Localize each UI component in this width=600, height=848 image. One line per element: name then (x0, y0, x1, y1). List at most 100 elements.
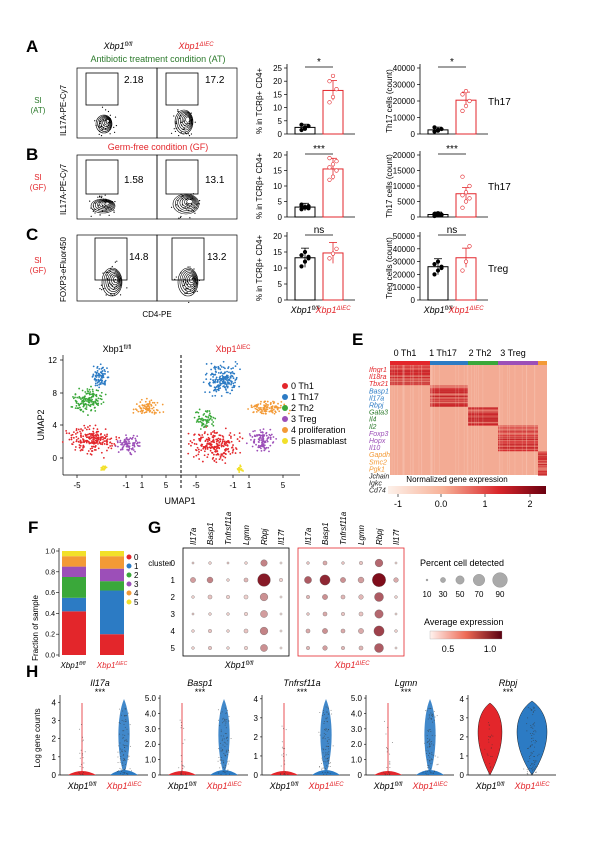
violin-3-jitter (428, 708, 430, 710)
heatmap-hot-line (538, 471, 547, 473)
violin-4-jitter (486, 753, 488, 755)
violin-1-jitter (225, 749, 227, 751)
heatmap-stripe (474, 365, 475, 475)
violin-4-jitter (523, 768, 525, 770)
contour-dot (110, 294, 112, 296)
umap-point (97, 397, 100, 400)
heatmap-stripe (421, 365, 423, 475)
contour-dot (177, 127, 179, 129)
contour-dot (192, 277, 194, 279)
umap-point (225, 377, 227, 380)
violin-2-jitter (328, 762, 330, 764)
contour-dot (104, 128, 107, 130)
umap-point (252, 430, 255, 433)
umap-point (214, 386, 217, 389)
violin-4-jitter (490, 747, 492, 749)
violin-3-jitter (425, 772, 427, 774)
dotplot-dot-wt (208, 561, 212, 565)
violin-1-jitter (225, 721, 227, 723)
umap-point (89, 435, 92, 437)
umap-point (91, 445, 93, 448)
umap-point (224, 452, 227, 455)
umap-point (94, 434, 97, 436)
violin-4-jitter (526, 771, 528, 773)
heatmap-hot-line (430, 395, 468, 397)
violin-1-jitter (227, 761, 229, 763)
umap-point (212, 424, 215, 427)
contour-dot (184, 132, 186, 134)
violin-3-violin-ko-body (424, 699, 436, 775)
violin-0-jitter (124, 750, 126, 752)
violin-0-jitter (126, 740, 128, 742)
umap-point (217, 386, 220, 388)
genotype-wt-header: Xbp1fl/fl (103, 41, 133, 51)
umap-point (235, 447, 237, 449)
contour-dot (94, 202, 96, 204)
contour-dot (187, 133, 189, 135)
umap-point (265, 402, 267, 405)
violin-0-jitter (123, 768, 125, 770)
violin-2-jitter (328, 748, 330, 750)
dotplot-dot-wt (244, 561, 248, 565)
umap-point (215, 366, 218, 369)
contour-dot (193, 288, 195, 290)
violin-4-jitter (533, 759, 535, 761)
violin-4-jitter (532, 727, 534, 729)
violin-4-jitter (535, 771, 537, 773)
violin-3-jitter (434, 716, 436, 718)
umap-point (96, 367, 99, 369)
umap-point (97, 447, 100, 450)
contour-dot (178, 217, 180, 219)
violin-1-jitter (223, 741, 225, 743)
heatmap-hot-line (468, 413, 498, 415)
dotplot-dot-ko (394, 629, 398, 633)
umap-point (224, 444, 227, 446)
contour-dot (173, 128, 175, 130)
bar-row2-col1-tick-label: 0 (411, 296, 416, 305)
umap-point (100, 451, 103, 454)
heatmap-panel: 0 Th1 1 Th17 2 Th2 3 Treg Ifngr1Il18raTbx21… (368, 348, 547, 509)
violin-2-tick-label: 3 (254, 714, 259, 723)
violin-1-jitter (183, 727, 185, 729)
contour-dot (184, 207, 186, 209)
umap-point (78, 446, 81, 449)
umap-point (98, 386, 101, 389)
umap-point (212, 376, 214, 378)
contour-dot (182, 194, 184, 197)
gate-value-b-ko: 13.1 (205, 175, 225, 186)
heatmap-stripe (498, 365, 500, 475)
violin-1-jitter (179, 719, 181, 721)
umap-point (99, 383, 102, 386)
heatmap-hot-line (538, 456, 547, 459)
violin-3-jitter (429, 729, 431, 731)
umap-point (65, 429, 68, 432)
violin-0-xlabel-wt: Xbp1fl/fl (67, 781, 97, 791)
umap-point (233, 434, 236, 436)
umap-point (236, 438, 239, 440)
umap-point (98, 376, 100, 378)
umap-point (256, 449, 259, 452)
umap-point (110, 447, 113, 450)
violin-2-jitter (332, 745, 334, 747)
contour-dot (108, 279, 110, 281)
gate-value-c-ko: 13.2 (207, 252, 227, 263)
heatmap-hot-line (538, 452, 547, 454)
violin-4-jitter (534, 722, 536, 724)
umap-point (153, 401, 156, 404)
heatmap-column-label: 1 Th17 (429, 348, 457, 358)
heatmap-block (468, 407, 498, 425)
violin-0-jitter (83, 771, 85, 773)
contour-dot (99, 126, 101, 128)
umap-point (198, 408, 201, 411)
violin-3-jitter (432, 744, 434, 746)
violin-3-tick-label: 4.0 (351, 709, 363, 718)
umap-point (158, 411, 161, 414)
fraction-legend-label: 3 (134, 580, 139, 589)
violin-0-jitter (128, 755, 130, 757)
umap-point (150, 403, 152, 406)
umap-legend-dot (282, 416, 288, 422)
contour-dot (111, 285, 114, 287)
umap-point (270, 433, 273, 436)
fraction-segment-ko-4 (100, 556, 124, 569)
umap-point (209, 378, 212, 381)
